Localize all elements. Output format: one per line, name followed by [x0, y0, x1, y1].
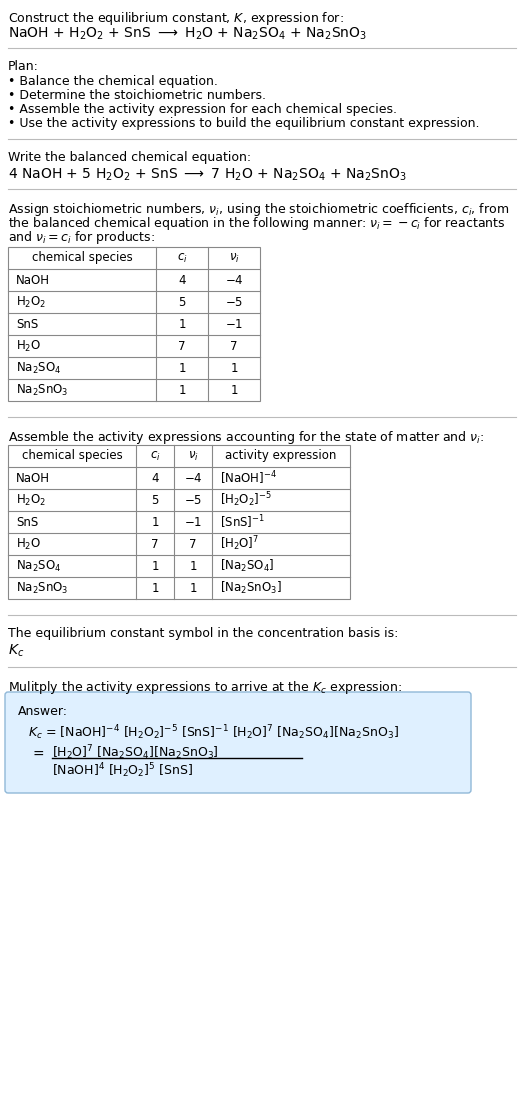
- Text: Assemble the activity expressions accounting for the state of matter and $\nu_i$: Assemble the activity expressions accoun…: [8, 429, 484, 446]
- Text: 1: 1: [230, 362, 238, 374]
- Text: H$_2$O$_2$: H$_2$O$_2$: [16, 294, 46, 309]
- Text: Assign stoichiometric numbers, $\nu_i$, using the stoichiometric coefficients, $: Assign stoichiometric numbers, $\nu_i$, …: [8, 201, 509, 218]
- Text: $-1$: $-1$: [225, 317, 243, 330]
- Text: $c_i$: $c_i$: [177, 251, 188, 264]
- Text: H$_2$O: H$_2$O: [16, 339, 41, 353]
- Text: $-1$: $-1$: [184, 516, 202, 529]
- Text: [SnS]$^{-1}$: [SnS]$^{-1}$: [220, 513, 265, 531]
- Text: the balanced chemical equation in the following manner: $\nu_i = -c_i$ for react: the balanced chemical equation in the fo…: [8, 215, 506, 231]
- Text: $=$: $=$: [30, 746, 45, 760]
- Text: 1: 1: [151, 581, 159, 595]
- Text: • Assemble the activity expression for each chemical species.: • Assemble the activity expression for e…: [8, 103, 397, 116]
- Text: 1: 1: [230, 384, 238, 396]
- Text: NaOH: NaOH: [16, 273, 50, 286]
- Text: NaOH: NaOH: [16, 472, 50, 485]
- Text: $\nu_i$: $\nu_i$: [188, 450, 199, 463]
- FancyBboxPatch shape: [5, 692, 471, 793]
- Text: $K_c$: $K_c$: [8, 643, 24, 659]
- Text: • Balance the chemical equation.: • Balance the chemical equation.: [8, 75, 218, 88]
- Text: 4: 4: [178, 273, 185, 286]
- Text: $\nu_i$: $\nu_i$: [228, 251, 239, 264]
- Text: Construct the equilibrium constant, $K$, expression for:: Construct the equilibrium constant, $K$,…: [8, 10, 344, 27]
- Text: 5: 5: [151, 494, 159, 507]
- Text: $-4$: $-4$: [225, 273, 243, 286]
- Text: 1: 1: [189, 581, 196, 595]
- Text: $-5$: $-5$: [225, 295, 243, 308]
- Text: 1: 1: [178, 384, 185, 396]
- Text: 1: 1: [189, 559, 196, 573]
- Text: Na$_2$SO$_4$: Na$_2$SO$_4$: [16, 361, 61, 375]
- Text: 7: 7: [178, 339, 185, 352]
- Bar: [8, 247, 260, 402]
- Text: Answer:: Answer:: [18, 705, 68, 719]
- Text: Mulitply the activity expressions to arrive at the $K_c$ expression:: Mulitply the activity expressions to arr…: [8, 679, 402, 695]
- Text: SnS: SnS: [16, 516, 38, 529]
- Text: 1: 1: [151, 559, 159, 573]
- Text: 4 NaOH + 5 H$_2$O$_2$ + SnS $\longrightarrow$ 7 H$_2$O + Na$_2$SO$_4$ + Na$_2$Sn: 4 NaOH + 5 H$_2$O$_2$ + SnS $\longrighta…: [8, 167, 407, 183]
- Text: 1: 1: [151, 516, 159, 529]
- Text: H$_2$O$_2$: H$_2$O$_2$: [16, 493, 46, 508]
- Text: NaOH + H$_2$O$_2$ + SnS $\longrightarrow$ H$_2$O + Na$_2$SO$_4$ + Na$_2$SnO$_3$: NaOH + H$_2$O$_2$ + SnS $\longrightarrow…: [8, 26, 367, 43]
- Text: [Na$_2$SO$_4$]: [Na$_2$SO$_4$]: [220, 558, 274, 574]
- Text: chemical species: chemical species: [21, 450, 123, 463]
- Text: 5: 5: [178, 295, 185, 308]
- Text: 1: 1: [178, 317, 185, 330]
- Text: [H$_2$O]$^7$ [Na$_2$SO$_4$][Na$_2$SnO$_3$]: [H$_2$O]$^7$ [Na$_2$SO$_4$][Na$_2$SnO$_3…: [52, 743, 219, 761]
- Text: $c_i$: $c_i$: [150, 450, 160, 463]
- Text: Plan:: Plan:: [8, 60, 39, 73]
- Text: Na$_2$SnO$_3$: Na$_2$SnO$_3$: [16, 383, 69, 397]
- Text: $-4$: $-4$: [183, 472, 202, 485]
- Text: and $\nu_i = c_i$ for products:: and $\nu_i = c_i$ for products:: [8, 229, 155, 246]
- Text: 7: 7: [189, 538, 196, 551]
- Text: [H$_2$O$_2$]$^{-5}$: [H$_2$O$_2$]$^{-5}$: [220, 490, 272, 509]
- Text: activity expression: activity expression: [225, 450, 337, 463]
- Text: 4: 4: [151, 472, 159, 485]
- Text: [H$_2$O]$^7$: [H$_2$O]$^7$: [220, 534, 259, 553]
- Text: Write the balanced chemical equation:: Write the balanced chemical equation:: [8, 151, 251, 163]
- Text: [Na$_2$SnO$_3$]: [Na$_2$SnO$_3$]: [220, 580, 282, 596]
- Bar: [8, 445, 350, 599]
- Text: SnS: SnS: [16, 317, 38, 330]
- Text: 7: 7: [151, 538, 159, 551]
- Text: Na$_2$SnO$_3$: Na$_2$SnO$_3$: [16, 580, 69, 596]
- Text: chemical species: chemical species: [31, 251, 133, 264]
- Text: [NaOH]$^{-4}$: [NaOH]$^{-4}$: [220, 470, 277, 487]
- Text: • Determine the stoichiometric numbers.: • Determine the stoichiometric numbers.: [8, 89, 266, 102]
- Text: • Use the activity expressions to build the equilibrium constant expression.: • Use the activity expressions to build …: [8, 117, 479, 131]
- Text: 7: 7: [230, 339, 238, 352]
- Text: [NaOH]$^4$ [H$_2$O$_2$]$^5$ [SnS]: [NaOH]$^4$ [H$_2$O$_2$]$^5$ [SnS]: [52, 761, 193, 780]
- Text: 1: 1: [178, 362, 185, 374]
- Text: The equilibrium constant symbol in the concentration basis is:: The equilibrium constant symbol in the c…: [8, 627, 398, 640]
- Text: Na$_2$SO$_4$: Na$_2$SO$_4$: [16, 558, 61, 574]
- Text: H$_2$O: H$_2$O: [16, 536, 41, 552]
- Text: $K_c$ = [NaOH]$^{-4}$ [H$_2$O$_2$]$^{-5}$ [SnS]$^{-1}$ [H$_2$O]$^7$ [Na$_2$SO$_4: $K_c$ = [NaOH]$^{-4}$ [H$_2$O$_2$]$^{-5}…: [28, 723, 399, 742]
- Text: $-5$: $-5$: [184, 494, 202, 507]
